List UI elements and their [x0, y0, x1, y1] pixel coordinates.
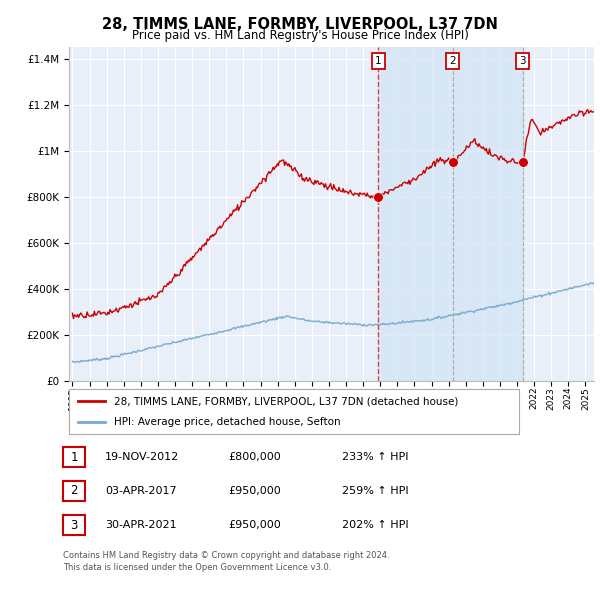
Text: 3: 3	[520, 56, 526, 66]
Text: HPI: Average price, detached house, Sefton: HPI: Average price, detached house, Seft…	[114, 417, 341, 427]
Text: 3: 3	[70, 519, 78, 532]
Text: £800,000: £800,000	[228, 453, 281, 462]
Text: £950,000: £950,000	[228, 486, 281, 496]
Text: 259% ↑ HPI: 259% ↑ HPI	[342, 486, 409, 496]
Text: Price paid vs. HM Land Registry's House Price Index (HPI): Price paid vs. HM Land Registry's House …	[131, 30, 469, 42]
Text: Contains HM Land Registry data © Crown copyright and database right 2024.: Contains HM Land Registry data © Crown c…	[63, 552, 389, 560]
Text: 03-APR-2017: 03-APR-2017	[105, 486, 176, 496]
Text: 28, TIMMS LANE, FORMBY, LIVERPOOL, L37 7DN: 28, TIMMS LANE, FORMBY, LIVERPOOL, L37 7…	[102, 17, 498, 31]
Text: £950,000: £950,000	[228, 520, 281, 530]
Text: 2: 2	[70, 484, 78, 497]
Text: 1: 1	[375, 56, 382, 66]
Text: 19-NOV-2012: 19-NOV-2012	[105, 453, 179, 462]
Text: 30-APR-2021: 30-APR-2021	[105, 520, 176, 530]
Text: 28, TIMMS LANE, FORMBY, LIVERPOOL, L37 7DN (detached house): 28, TIMMS LANE, FORMBY, LIVERPOOL, L37 7…	[114, 396, 458, 407]
Text: This data is licensed under the Open Government Licence v3.0.: This data is licensed under the Open Gov…	[63, 563, 331, 572]
Text: 1: 1	[70, 451, 78, 464]
Text: 2: 2	[449, 56, 456, 66]
Text: 202% ↑ HPI: 202% ↑ HPI	[342, 520, 409, 530]
Bar	[378, 47, 523, 381]
Text: 233% ↑ HPI: 233% ↑ HPI	[342, 453, 409, 462]
